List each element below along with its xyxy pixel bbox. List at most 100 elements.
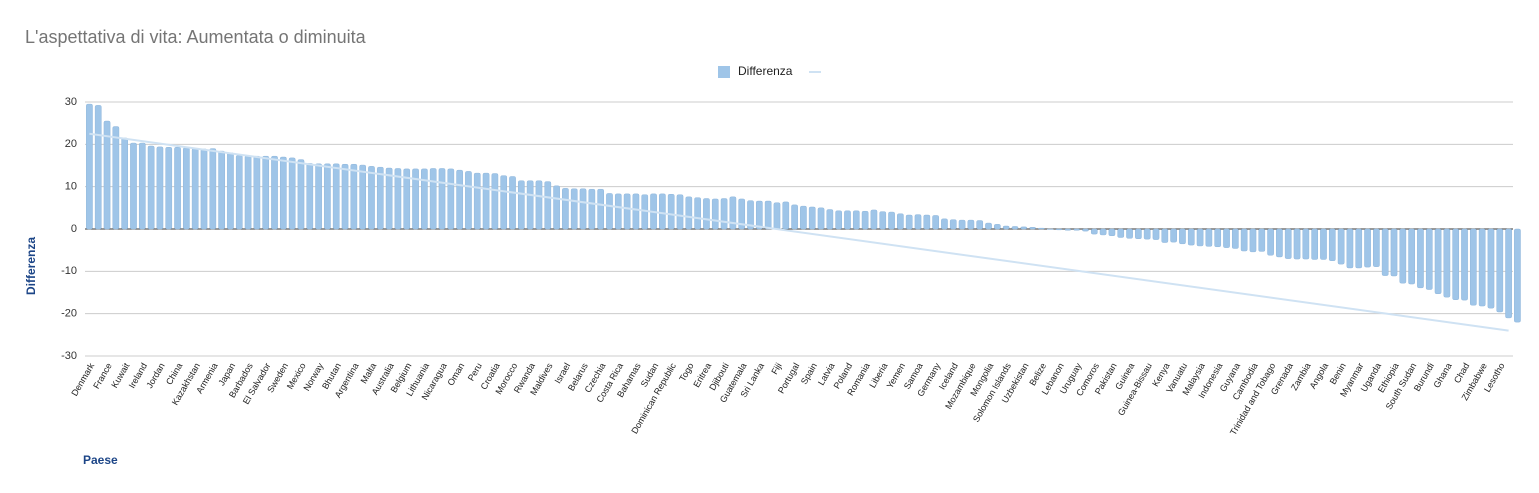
bar bbox=[147, 145, 155, 230]
bar bbox=[456, 169, 463, 230]
bar bbox=[1496, 228, 1504, 313]
bar bbox=[1328, 228, 1336, 261]
bar bbox=[1099, 228, 1107, 236]
bar bbox=[341, 163, 349, 230]
bar bbox=[720, 198, 728, 230]
bar bbox=[1231, 228, 1239, 249]
bar bbox=[1487, 228, 1495, 309]
y-axis-title: Differenza bbox=[24, 237, 38, 295]
bar bbox=[86, 103, 93, 230]
bar bbox=[1346, 228, 1354, 269]
bar bbox=[1240, 228, 1248, 252]
bar bbox=[385, 167, 393, 230]
bar bbox=[659, 193, 666, 230]
bar bbox=[447, 168, 455, 230]
bar bbox=[791, 204, 798, 230]
bar bbox=[773, 202, 781, 230]
bar bbox=[465, 171, 472, 230]
bar bbox=[253, 155, 261, 230]
bar bbox=[103, 120, 111, 230]
bar bbox=[562, 188, 569, 230]
bar bbox=[711, 198, 719, 230]
bar bbox=[897, 213, 904, 230]
bar bbox=[1505, 228, 1512, 319]
bar bbox=[1364, 228, 1371, 268]
bar bbox=[165, 147, 173, 230]
bar bbox=[949, 219, 957, 230]
legend-swatch bbox=[718, 66, 730, 78]
bar bbox=[852, 210, 860, 230]
bar bbox=[1461, 228, 1468, 301]
bar bbox=[667, 194, 675, 230]
bar bbox=[1417, 228, 1424, 289]
x-tick-label: Oman bbox=[446, 361, 467, 387]
bar bbox=[826, 209, 834, 230]
bar bbox=[1276, 228, 1283, 258]
bar bbox=[764, 200, 772, 230]
bar bbox=[244, 155, 252, 230]
bar bbox=[1337, 228, 1345, 265]
bar bbox=[368, 166, 375, 230]
bar bbox=[976, 220, 984, 230]
bar bbox=[324, 163, 331, 230]
bar bbox=[588, 188, 596, 230]
bar bbox=[297, 159, 305, 230]
x-tick-label: Fiji bbox=[769, 361, 783, 376]
bar bbox=[932, 215, 939, 230]
y-tick-label: 0 bbox=[71, 223, 77, 235]
bar bbox=[412, 168, 419, 230]
bar bbox=[526, 180, 534, 230]
bar bbox=[879, 211, 887, 230]
bar bbox=[174, 147, 181, 230]
y-tick-label: -10 bbox=[61, 265, 77, 277]
bar bbox=[1302, 228, 1310, 260]
bar bbox=[1452, 228, 1460, 300]
bar bbox=[1170, 228, 1177, 243]
bar bbox=[200, 148, 208, 230]
bar bbox=[1205, 228, 1213, 247]
bar bbox=[958, 219, 966, 230]
bar bbox=[1002, 225, 1010, 230]
bar bbox=[500, 175, 508, 230]
bar bbox=[993, 224, 1001, 230]
bar bbox=[1187, 228, 1195, 246]
bar bbox=[1258, 228, 1266, 252]
bar bbox=[817, 207, 825, 230]
bar bbox=[1284, 228, 1292, 259]
bar bbox=[967, 219, 975, 230]
y-tick-label: 30 bbox=[65, 96, 77, 108]
bar bbox=[332, 163, 340, 230]
bar bbox=[1514, 228, 1521, 323]
y-tick-label: -30 bbox=[61, 350, 77, 362]
bar bbox=[985, 222, 992, 230]
bar bbox=[138, 142, 146, 230]
bar bbox=[570, 188, 578, 230]
bar bbox=[438, 168, 446, 230]
bar bbox=[544, 181, 552, 230]
bar bbox=[1038, 227, 1045, 230]
bar bbox=[306, 163, 314, 230]
bar bbox=[1179, 228, 1186, 245]
bar bbox=[1293, 228, 1301, 260]
bar bbox=[1117, 228, 1125, 238]
trend-line bbox=[89, 132, 1509, 332]
bar bbox=[262, 155, 270, 230]
legend-label: Differenza bbox=[738, 64, 793, 78]
bar bbox=[1311, 228, 1319, 260]
bar bbox=[1443, 228, 1451, 298]
bar bbox=[1196, 228, 1204, 247]
bar bbox=[870, 209, 878, 230]
bar bbox=[279, 156, 287, 230]
bar bbox=[376, 166, 384, 230]
bar bbox=[1090, 228, 1098, 235]
bar bbox=[218, 150, 225, 230]
bar bbox=[183, 147, 190, 230]
bar bbox=[685, 196, 693, 230]
bar bbox=[1390, 228, 1398, 277]
bar bbox=[288, 157, 296, 230]
bar bbox=[614, 193, 622, 230]
bar bbox=[905, 214, 913, 230]
bar bbox=[429, 168, 437, 230]
bar bbox=[315, 163, 322, 230]
